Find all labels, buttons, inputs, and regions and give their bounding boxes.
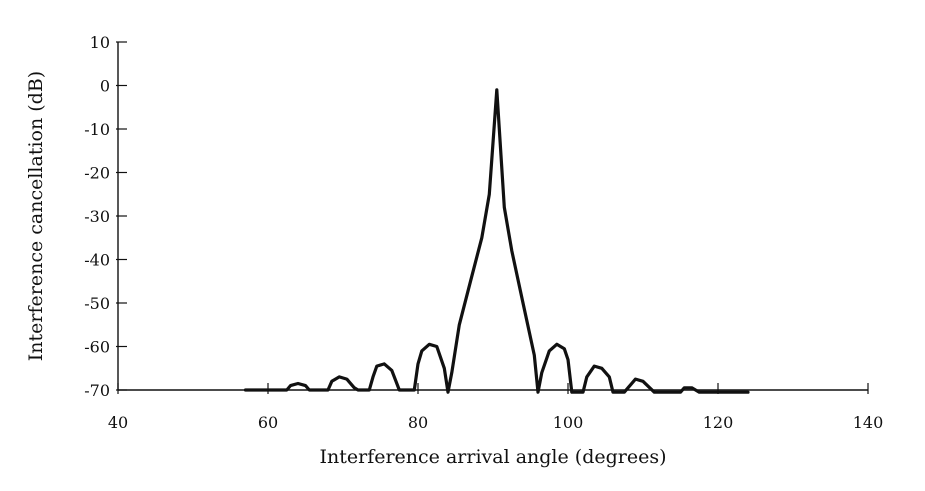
x-tick-label: 40 (108, 413, 128, 432)
x-axis-title: Interference arrival angle (degrees) (319, 446, 666, 468)
y-tick-label: 0 (100, 77, 110, 96)
y-axis-title: Interference cancellation (dB) (25, 71, 47, 361)
series-group (243, 88, 750, 394)
y-tick-label: -10 (84, 120, 110, 139)
x-tick-label: 60 (258, 413, 278, 432)
y-tick-label: -50 (84, 294, 110, 313)
y-tick-label: -70 (84, 381, 110, 400)
y-tick-label: 10 (90, 33, 110, 52)
y-tick-label: -40 (84, 251, 110, 270)
series-line (243, 88, 750, 394)
x-tick-label: 100 (553, 413, 584, 432)
x-tick-label: 140 (853, 413, 884, 432)
y-axis-ticks: 10 0 -10 -20 -30 -40 -50 -60 -70 (84, 33, 127, 400)
y-tick-label: -20 (84, 164, 110, 183)
y-tick-label: -60 (84, 338, 110, 357)
x-tick-label: 120 (703, 413, 734, 432)
y-tick-label: -30 (84, 207, 110, 226)
x-axis-ticks: 40 60 80 100 120 140 (108, 383, 883, 432)
x-tick-label: 80 (408, 413, 428, 432)
